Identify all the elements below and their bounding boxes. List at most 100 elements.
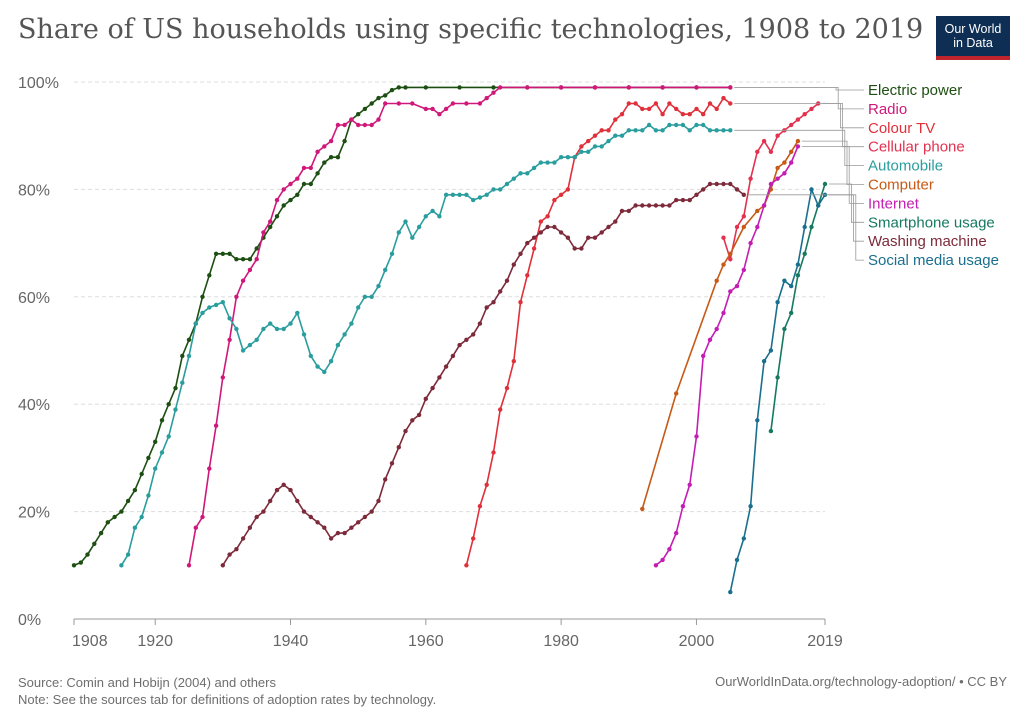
data-point — [349, 117, 354, 122]
legend-connector — [747, 194, 864, 242]
data-point — [207, 273, 212, 278]
data-point — [558, 192, 564, 197]
legend-label: Washing machine — [868, 233, 987, 250]
data-point — [193, 321, 198, 326]
data-point — [295, 192, 300, 197]
data-point — [552, 160, 557, 165]
data-point — [362, 514, 368, 520]
data-point — [721, 95, 726, 101]
data-point — [653, 203, 659, 208]
data-point — [545, 224, 550, 230]
data-point — [646, 122, 652, 128]
data-point — [728, 85, 733, 90]
legend-label: Smartphone usage — [868, 214, 995, 231]
data-point — [254, 337, 259, 342]
data-point — [423, 106, 428, 112]
data-point — [694, 434, 699, 439]
data-point — [714, 278, 719, 283]
data-point — [247, 525, 253, 530]
x-tick-label: 1908 — [72, 633, 108, 650]
data-point — [674, 122, 679, 128]
data-point — [186, 353, 192, 359]
data-point — [579, 149, 584, 154]
data-point — [335, 342, 341, 348]
data-point — [457, 85, 462, 90]
data-point — [640, 203, 645, 208]
data-point — [356, 520, 361, 525]
footer-url[interactable]: OurWorldInData.org/technology-adoption/ … — [715, 674, 1007, 689]
data-point — [653, 563, 659, 568]
data-point — [443, 192, 449, 197]
data-point — [511, 359, 516, 364]
data-point — [200, 310, 205, 316]
data-point — [396, 101, 401, 106]
data-point — [802, 224, 807, 230]
data-point — [268, 224, 273, 230]
series-line — [465, 96, 731, 566]
data-point — [92, 541, 97, 546]
data-point — [640, 506, 645, 512]
data-point — [613, 117, 618, 122]
data-point — [572, 155, 577, 160]
owid-logo[interactable]: Our World in Data — [936, 16, 1010, 60]
data-point — [504, 278, 510, 283]
series-electric-power — [71, 85, 733, 568]
data-point — [416, 412, 422, 418]
data-point — [443, 364, 449, 369]
data-point — [795, 144, 801, 149]
data-point — [789, 310, 794, 316]
data-point — [234, 547, 239, 552]
data-point — [761, 138, 767, 144]
data-point — [288, 181, 293, 187]
data-point — [491, 300, 496, 305]
data-point — [795, 117, 801, 122]
series-radio — [186, 85, 733, 568]
series-line — [120, 123, 731, 566]
data-point — [450, 101, 456, 106]
data-point — [200, 294, 205, 299]
chart-title: Share of US households using specific te… — [18, 14, 924, 45]
data-point — [775, 176, 780, 181]
data-point — [322, 160, 327, 165]
data-point — [721, 181, 726, 187]
data-point — [389, 461, 395, 466]
legend-label: Colour TV — [868, 120, 935, 137]
data-point — [308, 165, 313, 171]
data-point — [396, 230, 401, 235]
data-point — [714, 128, 719, 133]
data-point — [646, 203, 652, 208]
data-point — [687, 112, 692, 117]
data-point — [274, 326, 280, 332]
data-point — [153, 439, 158, 444]
data-point — [775, 375, 780, 380]
data-point — [741, 224, 746, 230]
data-point — [701, 122, 706, 128]
data-point — [457, 342, 462, 348]
data-point — [619, 208, 625, 214]
data-point — [545, 214, 550, 219]
data-point — [761, 203, 767, 208]
data-point — [227, 337, 232, 342]
data-point — [295, 310, 300, 316]
data-point — [403, 85, 408, 90]
data-point — [755, 149, 760, 154]
data-point — [220, 563, 225, 568]
data-point — [768, 181, 774, 187]
data-point — [322, 369, 327, 375]
data-point — [511, 262, 516, 267]
data-point — [721, 310, 726, 316]
data-point — [119, 563, 124, 568]
data-point — [132, 487, 138, 493]
data-point — [443, 106, 449, 112]
data-point — [315, 520, 320, 525]
series-internet — [653, 144, 801, 568]
data-point — [268, 321, 273, 326]
data-point — [301, 509, 307, 514]
data-point — [498, 289, 503, 294]
data-point — [410, 101, 415, 106]
data-point — [471, 197, 476, 203]
data-point — [356, 305, 361, 310]
data-point — [389, 87, 395, 93]
data-point — [430, 106, 435, 112]
data-point — [173, 407, 178, 412]
